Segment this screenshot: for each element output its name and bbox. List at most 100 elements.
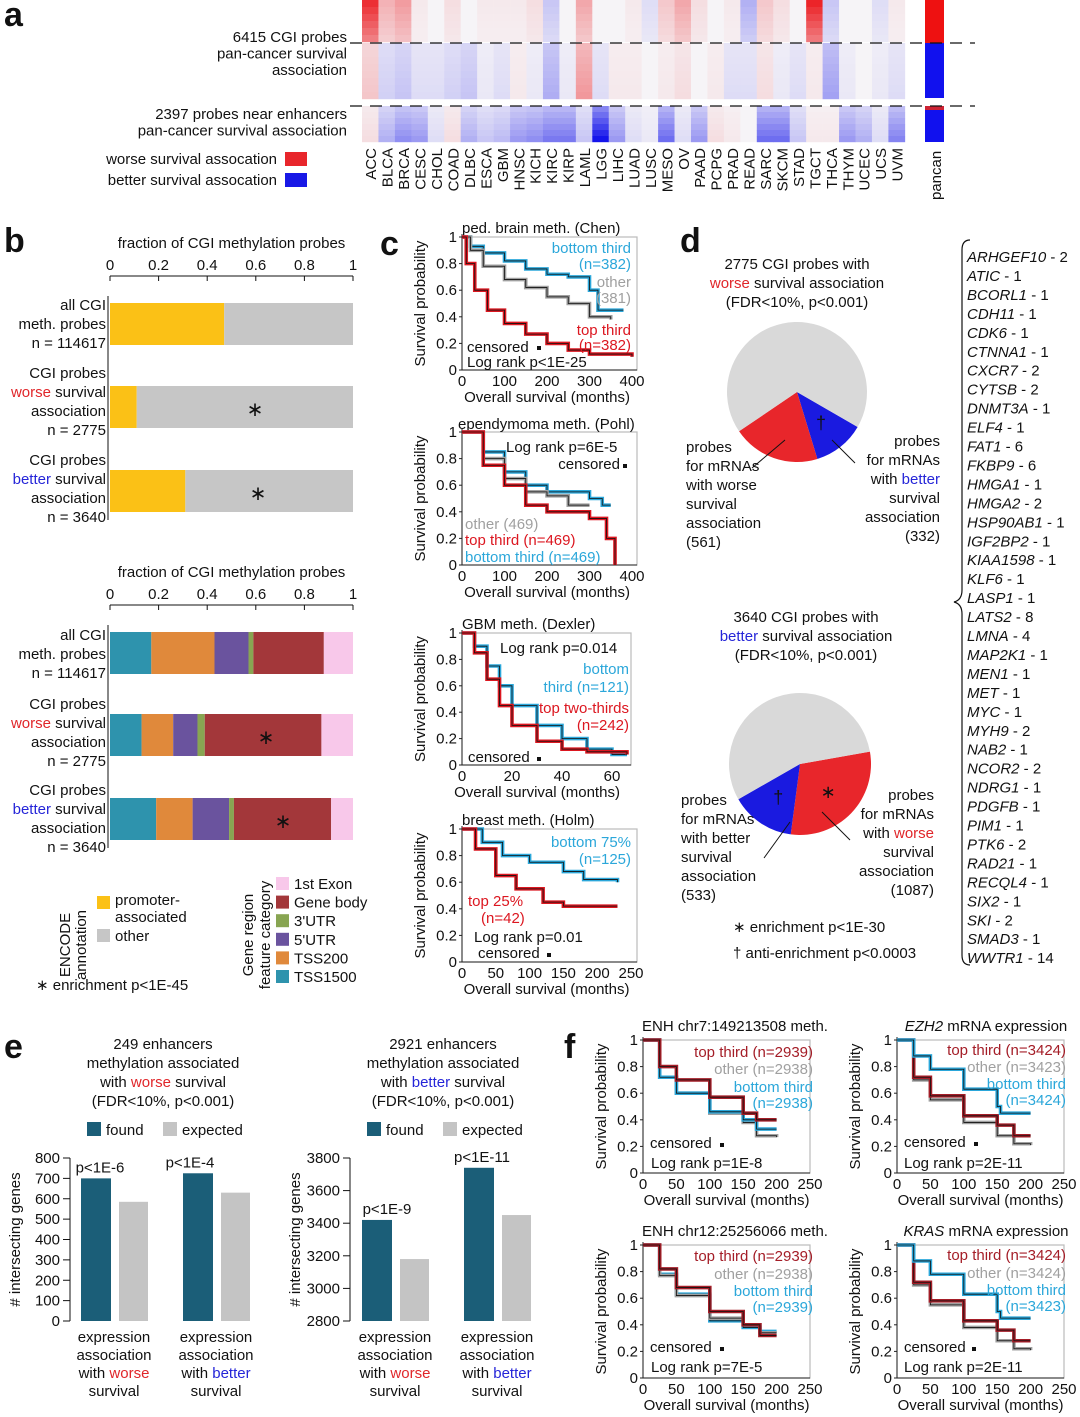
- heatmap-cell: [444, 50, 461, 58]
- heatmap-cell: [542, 112, 560, 119]
- separator: -: [1015, 457, 1028, 474]
- heatmap-cell: [707, 21, 725, 29]
- heatmap-cell: [691, 7, 708, 15]
- pie-slice: [738, 764, 800, 835]
- gene-name: PDGFB: [967, 799, 1019, 816]
- heatmap-cell: [427, 124, 445, 131]
- heatmap-cell: [888, 64, 906, 72]
- heatmap-cell: [411, 124, 429, 131]
- category-label: better survival: [13, 801, 106, 818]
- heatmap-cell: [460, 85, 478, 93]
- heatmap-cell: [444, 71, 461, 79]
- heatmap-cell: [510, 64, 527, 72]
- heatmap-cell: [444, 118, 461, 125]
- heatmap-cell: [773, 50, 790, 58]
- gene-count: 1: [1048, 552, 1056, 569]
- curve-label: bottom: [583, 661, 629, 678]
- heatmap-cell: [839, 14, 856, 22]
- heatmap-cell: [822, 118, 840, 125]
- heatmap-cell: [394, 0, 412, 8]
- x-tick-label: 0.2: [148, 586, 169, 603]
- curve-label: bottom third: [987, 1282, 1066, 1299]
- heatmap-cell: [460, 130, 478, 137]
- separator: -: [999, 685, 1012, 702]
- curve-label: censored: [650, 1135, 712, 1152]
- category-label: meth. probes: [18, 316, 106, 333]
- heatmap-cell: [608, 124, 626, 131]
- gene-count: 2: [1060, 249, 1068, 266]
- gene-count: 1: [1034, 476, 1042, 493]
- gene-count: 1: [1027, 590, 1035, 607]
- heatmap-cell: [542, 21, 560, 29]
- heatmap-cell: [575, 112, 593, 119]
- survival-curve-top-third-outline: [897, 1039, 1031, 1137]
- bar-expected: [400, 1259, 429, 1321]
- category-label-segment: survival: [51, 715, 106, 732]
- x-tick-label: 250: [797, 1381, 822, 1398]
- heatmap-cell: [822, 136, 840, 143]
- legend-swatch: [97, 896, 110, 909]
- heatmap-cell: [822, 78, 840, 86]
- heatmap-cell: [839, 7, 856, 15]
- heatmap-cell: [608, 112, 626, 119]
- plot-title: breast meth. (Holm): [462, 812, 595, 829]
- y-tick-label: 0.6: [617, 1290, 638, 1307]
- gene-list-item: PIM1 - 1: [967, 818, 1024, 835]
- group-label: association: [357, 1347, 432, 1364]
- category-label: worse survival: [10, 384, 106, 401]
- heatmap-column-label: HNSC: [511, 148, 528, 191]
- heatmap-cell: [510, 71, 527, 79]
- heatmap-column-label: COAD: [445, 148, 462, 192]
- heatmap-cell: [411, 21, 429, 29]
- heatmap-cell: [575, 57, 593, 65]
- pie-annotation: probes: [686, 439, 732, 456]
- heatmap-cell: [888, 118, 906, 125]
- plot-title-segment: mRNA expression: [944, 1223, 1068, 1240]
- pie-annotation: survival: [889, 490, 940, 507]
- y-tick-label: 100: [35, 1293, 60, 1310]
- separator: -: [1020, 476, 1033, 493]
- y-tick-label: 0.4: [436, 504, 457, 521]
- heatmap-column-label: STAD: [791, 148, 808, 187]
- y-tick-label: 0.6: [436, 874, 457, 891]
- legend-swatch: [443, 1122, 457, 1136]
- heatmap-cell: [855, 0, 873, 8]
- gene-count: 1: [1042, 533, 1050, 550]
- heatmap-cell: [888, 43, 906, 51]
- legend-label: expected: [462, 1122, 523, 1139]
- heatmap-cell: [740, 85, 758, 93]
- heatmap-cell: [806, 43, 823, 51]
- bracket: [953, 239, 971, 966]
- x-tick-label: 0.8: [294, 586, 315, 603]
- heatmap-column-label: UCEC: [857, 148, 874, 191]
- pie-title-segment: better: [720, 628, 758, 645]
- gene-count: 14: [1037, 950, 1054, 967]
- curve-label: third (n=121): [544, 679, 629, 696]
- group-label: association: [178, 1347, 253, 1364]
- x-tick-label: 0: [458, 568, 466, 585]
- group-label: expression: [461, 1329, 534, 1346]
- heatmap-cell: [477, 118, 494, 125]
- censored-marker-icon: [623, 464, 627, 468]
- separator: -: [1035, 552, 1048, 569]
- heatmap-cell: [427, 14, 445, 22]
- gene-count: 2: [1033, 761, 1041, 778]
- heatmap-cell: [855, 28, 873, 36]
- heatmap-cell: [789, 106, 807, 113]
- heatmap-cell: [707, 106, 725, 113]
- x-tick-label: 200: [1018, 1176, 1043, 1193]
- y-tick-label: 0.4: [436, 901, 457, 918]
- group-label: survival: [191, 1383, 242, 1400]
- bar-segment: [110, 714, 142, 756]
- heatmap-cell: [806, 78, 823, 86]
- heatmap-cell: [658, 78, 675, 86]
- heatmap-cell: [625, 124, 642, 131]
- heatmap-cell: [378, 14, 396, 22]
- heatmap-cell: [625, 106, 642, 113]
- heatmap-column-label: LUSC: [643, 148, 660, 188]
- separator: -: [1020, 761, 1033, 778]
- y-tick-label: 0: [884, 1370, 892, 1387]
- curve-label: bottom third: [987, 1076, 1066, 1093]
- heatmap-cell: [411, 78, 429, 86]
- heatmap-cell: [625, 35, 642, 43]
